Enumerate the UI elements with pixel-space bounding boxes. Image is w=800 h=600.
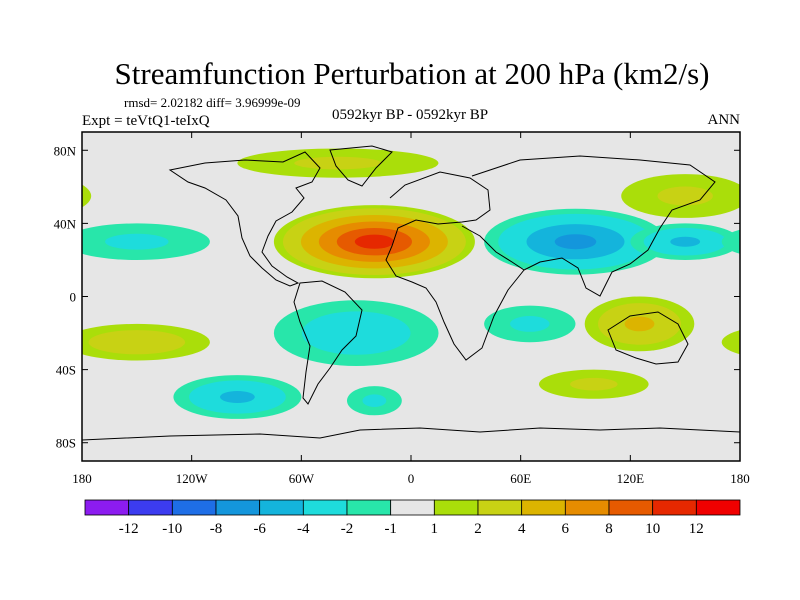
colorbar-label-12: 10 [645,521,660,537]
colorbar-label-8: 2 [474,521,482,537]
colorbar-label-3: -6 [253,521,266,537]
colorbar-swatch-7 [390,499,435,516]
colorbar-swatch-10 [521,499,566,516]
contour-band-8-2 [624,316,655,332]
colorbar-label-4: -4 [297,521,310,537]
y-tick-label-4: 80S [56,436,76,451]
x-axis: 180 120W 60W 0 60E 120E 180 [72,132,750,486]
x-tick-label-5: 120E [617,471,645,486]
contour-band-0-5 [354,234,394,249]
colorbar-label-6: -1 [384,521,397,537]
colorbar-swatch-2 [171,499,217,516]
contour-band-12-1 [362,394,387,408]
colorbar-label-2: -8 [210,521,223,537]
x-tick-label-3: 0 [408,471,415,486]
contour-band-7-1 [510,316,550,332]
y-tick-label-1: 40N [54,216,77,231]
colorbar-label-10: 6 [562,521,570,537]
contour-band-4-0 [82,184,92,208]
experiment-label: Expt = teVtQ1-teIxQ [82,113,210,129]
colorbar-label-5: -2 [341,521,354,537]
y-tick-label-0: 80N [54,143,77,158]
europe-africa-outline [385,171,525,361]
colorbar-swatch-9 [477,499,523,516]
x-tick-label-4: 60E [510,471,531,486]
north-america-outline [168,151,321,287]
contour-band-5-0 [721,229,740,254]
colorbar-label-11: 8 [605,521,613,537]
colorbar-swatch-8 [433,499,479,516]
antarctica-outline [82,427,740,441]
figure-title: Streamfunction Perturbation at 200 hPa (… [115,56,710,91]
map-panel [81,131,741,462]
colorbar-labels: -12 -10 -8 -6 -4 -2 -1 1 2 4 6 8 10 12 [119,521,704,537]
colorbar-swatch-12 [608,499,654,516]
coastlines [82,145,740,441]
australia-outline [607,311,689,365]
contour-band-4-1 [657,186,713,206]
colorbar-label-0: -12 [119,521,139,537]
y-tick-label-3: 40S [56,363,76,378]
colorbar-label-7: 1 [431,521,439,537]
asia-outline [471,155,716,297]
contour-band-2-2 [670,236,701,247]
contour-band-9-0 [721,330,740,355]
greenland-outline [329,145,393,187]
contour-fills [82,148,740,419]
x-tick-label-1: 120W [176,471,209,486]
contour-band-11-1 [570,377,618,391]
colorbar-swatch-5 [302,499,348,516]
x-tick-label-6: 180 [730,471,750,486]
y-axis: 80N 40N 0 40S 80S [54,143,740,451]
colorbar-swatch-0 [84,499,130,516]
colorbar-label-9: 4 [518,521,526,537]
colorbar-swatch-11 [564,499,610,516]
time-range-label: 0592kyr BP - 0592kyr BP [332,107,488,123]
colorbar-swatch-3 [215,499,261,516]
colorbar-swatch-14 [695,499,741,516]
contour-band-9-1 [88,330,186,355]
colorbar-swatch-1 [128,499,173,516]
season-label: ANN [708,112,741,128]
south-america-outline [293,280,363,405]
contour-band-1-3 [554,234,597,250]
colorbar [84,499,741,516]
colorbar-swatch-4 [259,499,304,516]
colorbar-swatch-6 [346,499,392,516]
colorbar-label-1: -10 [162,521,182,537]
x-tick-label-0: 180 [72,471,92,486]
contour-band-10-2 [220,391,255,403]
y-tick-label-2: 0 [70,290,77,305]
x-tick-label-2: 60W [289,471,315,486]
contour-band-5-1 [105,233,169,250]
colorbar-label-13: 12 [689,521,704,537]
stats-label: rmsd= 2.02182 diff= 3.96999e-09 [124,95,301,110]
colorbar-swatch-13 [652,499,697,516]
contour-band-3-1 [294,156,382,170]
